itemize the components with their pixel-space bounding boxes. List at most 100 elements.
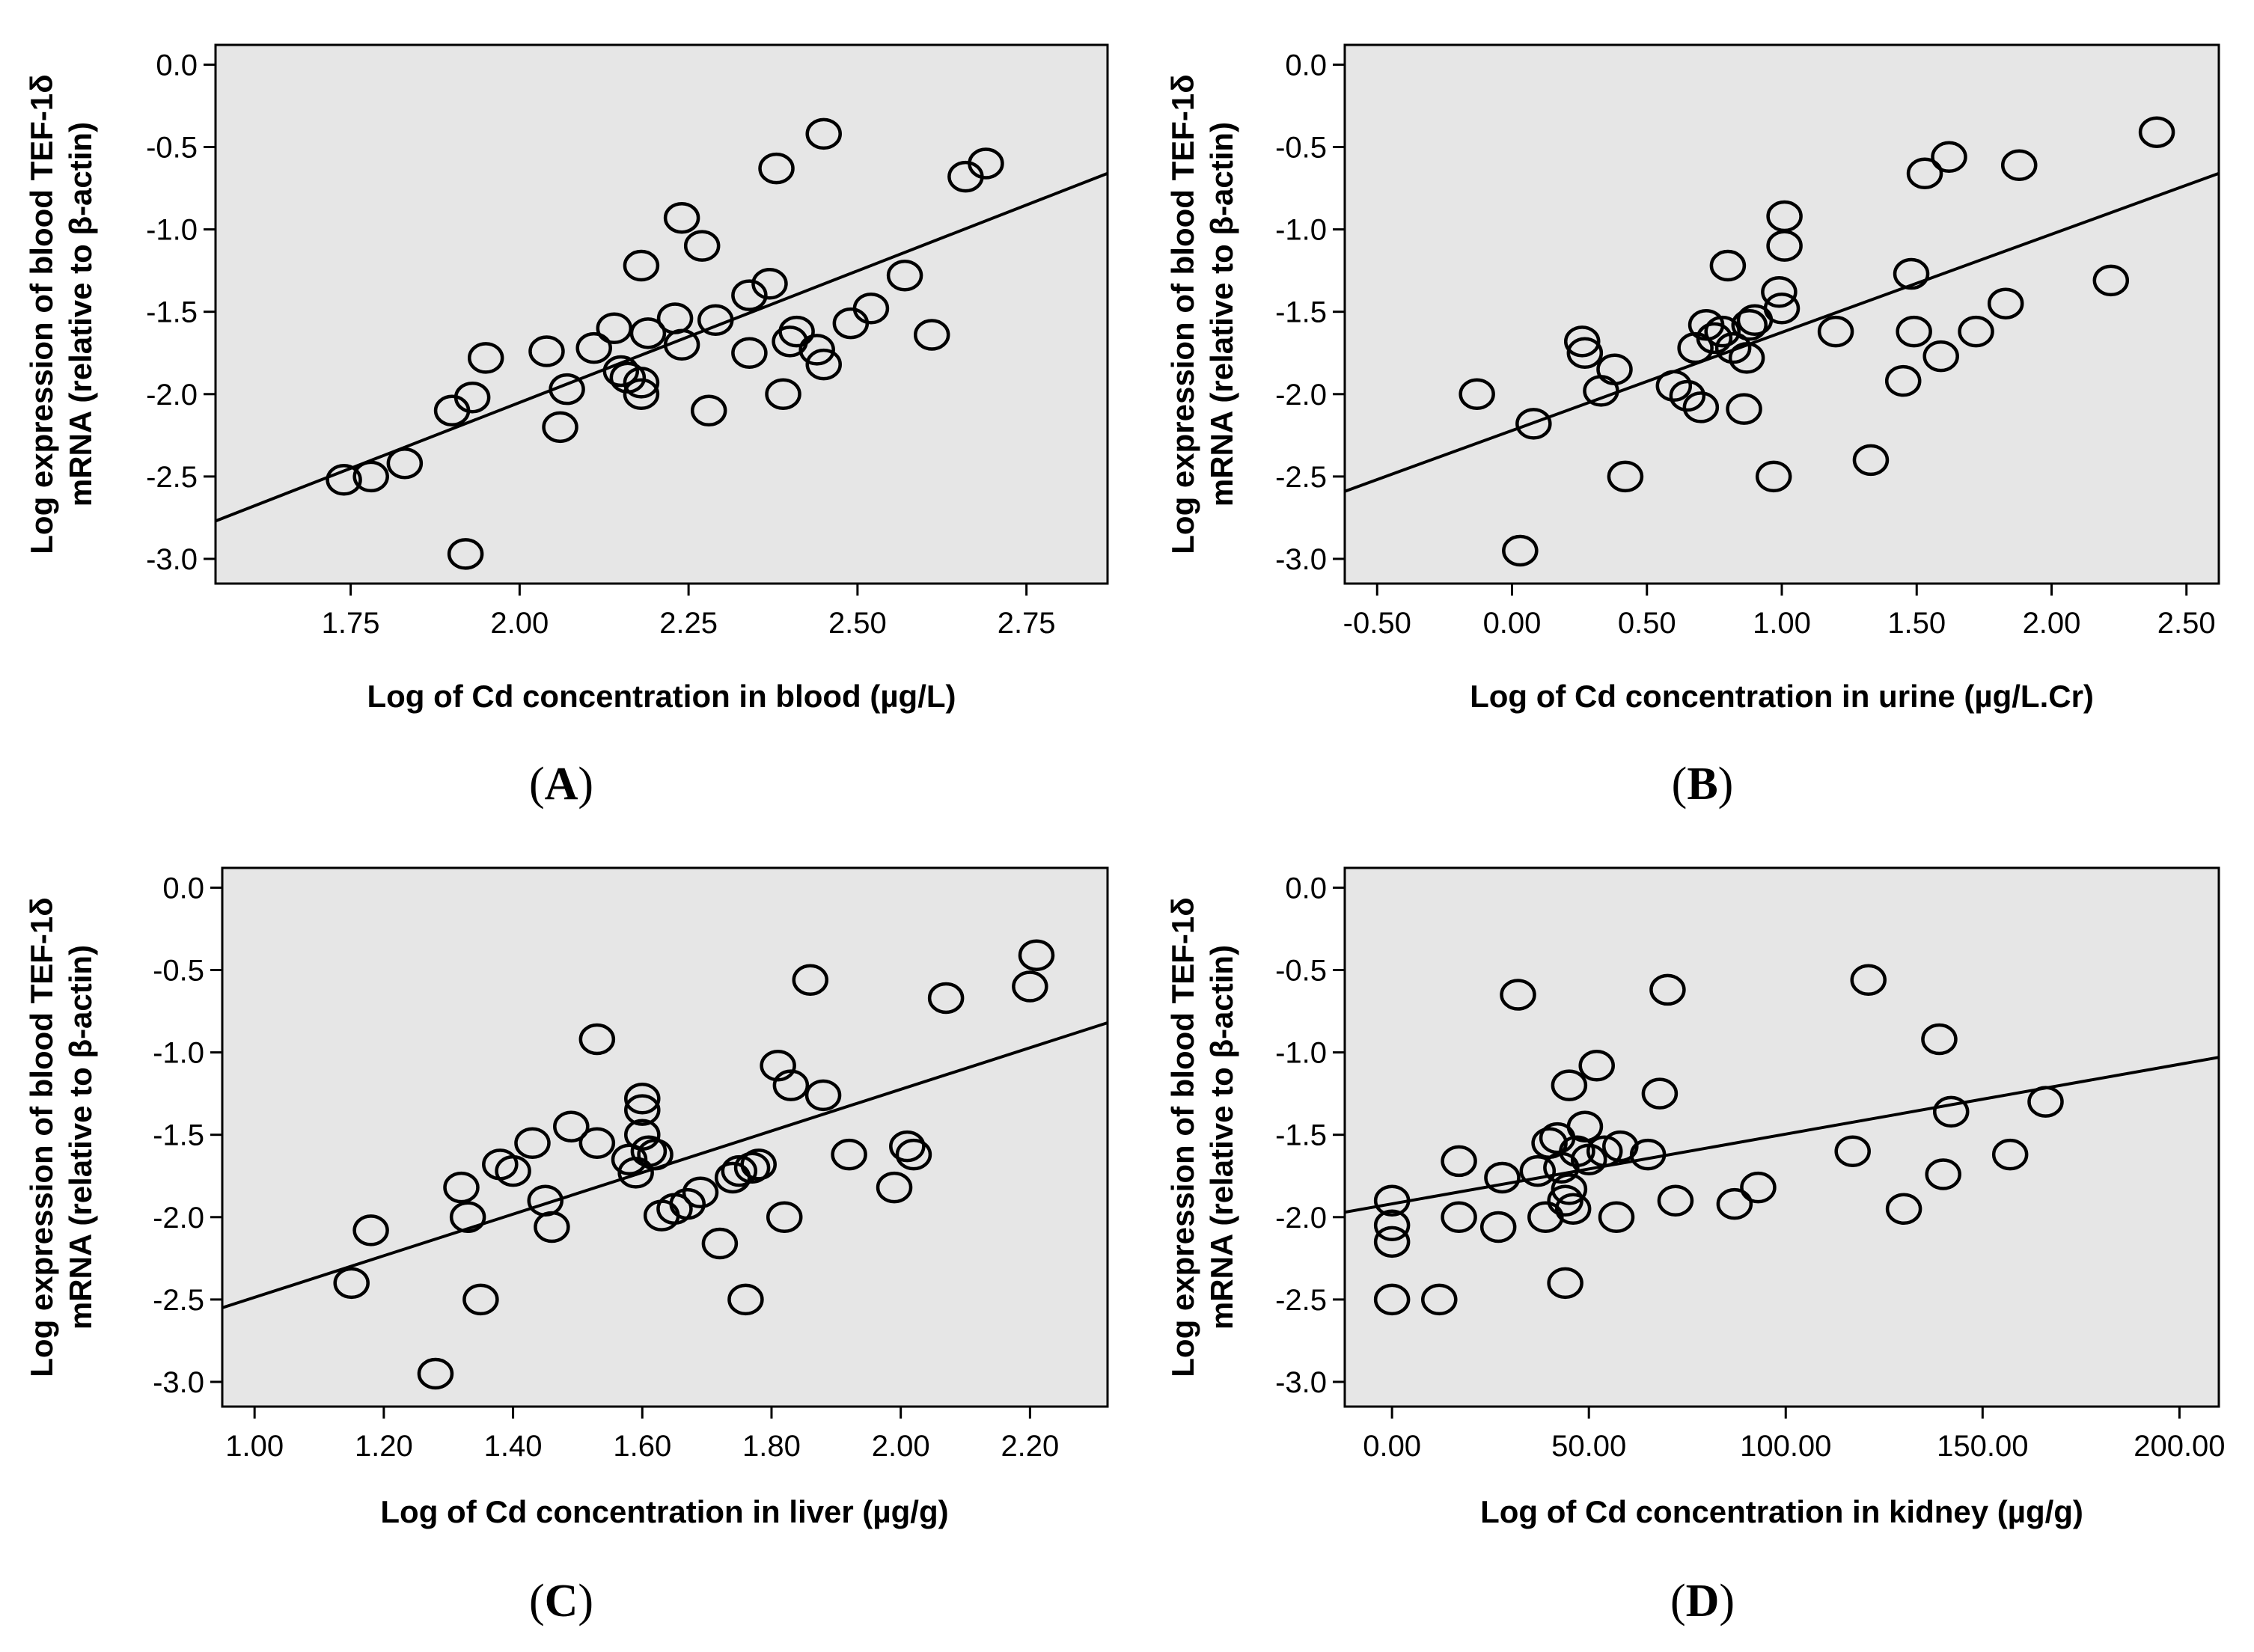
data-point (772, 1069, 810, 1101)
data-point (553, 1110, 590, 1142)
data-point (2092, 264, 2130, 297)
data-point (449, 1201, 486, 1234)
y-tick-label: -1.5 (146, 296, 198, 329)
regression-line (1344, 171, 2220, 493)
data-point (624, 1083, 661, 1115)
y-tick-label: -1.0 (153, 1037, 204, 1070)
data-point (1586, 1135, 1623, 1167)
data-point (1991, 1138, 2029, 1171)
x-tick-label: 1.75 (322, 607, 380, 640)
data-point (1502, 534, 1539, 567)
data-point (1755, 460, 1792, 493)
y-tick-label: -2.5 (1275, 461, 1327, 494)
y-axis-title: Log expression of blood TEF-1δ mRNA (rel… (1165, 74, 1239, 554)
data-point (1596, 353, 1633, 386)
data-point (1547, 1184, 1583, 1217)
data-point (623, 367, 660, 399)
plot-area (1343, 43, 2220, 585)
data-point (1669, 379, 1706, 412)
y-tick-label: -3.0 (1275, 1366, 1327, 1399)
data-point (1602, 1130, 1639, 1163)
tick-group: 0.0 -0.5 -1.0 -1.5 -2.0 -2.5 -3.0 1.00 1.20 1.40 1… (153, 872, 1059, 1463)
plot-area (214, 43, 1109, 585)
data-points (326, 117, 1004, 570)
data-point (1500, 979, 1536, 1011)
data-point (386, 447, 424, 480)
data-point (731, 279, 768, 311)
data-point (1441, 1201, 1477, 1234)
y-axis-title-line1: Log expression of blood TEF-1δ (1165, 897, 1200, 1377)
data-point (682, 1176, 719, 1209)
panel-a: 0.0 -0.5 -1.0 -1.5 -2.0 -2.5 -3.0 1.75 2.00 2.25 2… (24, 43, 1109, 810)
data-point (1958, 315, 1994, 348)
y-tick-label: -0.5 (1275, 132, 1327, 165)
data-point (2027, 1086, 2064, 1118)
data-point (1682, 391, 1720, 423)
x-tick-label: 1.80 (742, 1430, 801, 1463)
data-point (417, 1357, 454, 1390)
data-point (352, 1214, 389, 1246)
data-point (1726, 393, 1762, 425)
data-point (578, 1127, 616, 1159)
x-tick-label: 2.00 (2023, 607, 2081, 640)
data-point (1922, 340, 1959, 373)
y-tick-label: -2.5 (153, 1284, 204, 1317)
data-point (792, 964, 829, 996)
data-point (1763, 293, 1801, 325)
data-point (760, 1049, 796, 1082)
y-axis-title-line1: Log expression of blood TEF-1δ (24, 74, 59, 554)
x-tick-label: 2.00 (872, 1430, 930, 1463)
data-point (1716, 1187, 1753, 1220)
data-point (1987, 287, 2024, 319)
data-point (751, 268, 788, 300)
data-point (1850, 964, 1887, 996)
x-tick-label: 50.00 (1551, 1430, 1626, 1463)
data-point (1893, 257, 1930, 290)
y-axis-title: Log expression of blood TEF-1δ mRNA (rel… (1165, 897, 1239, 1377)
data-point (1731, 309, 1768, 341)
data-point (1766, 200, 1803, 233)
y-tick-label: -3.0 (1275, 543, 1327, 576)
data-point (596, 312, 633, 344)
y-tick-label: -3.0 (146, 543, 198, 576)
data-point (1884, 364, 1922, 397)
plot-area (1343, 866, 2220, 1408)
data-point (733, 1151, 771, 1184)
data-point (1566, 337, 1604, 369)
panel-letter: C (545, 1576, 578, 1627)
data-point (1551, 1069, 1588, 1101)
data-point (889, 1130, 926, 1163)
y-axis-title-line1: Log expression of blood TEF-1δ (24, 897, 59, 1377)
data-point (1696, 322, 1733, 355)
x-tick-label: 2.25 (659, 607, 718, 640)
x-tick-label: 2.20 (1001, 1430, 1059, 1463)
x-tick-label: 0.50 (1618, 607, 1676, 640)
plot-area (221, 866, 1109, 1408)
y-tick-label: -1.5 (153, 1119, 204, 1152)
x-tick-label: 200.00 (2134, 1430, 2225, 1463)
data-point (1373, 1226, 1411, 1258)
y-tick-label: -2.5 (1275, 1284, 1327, 1317)
y-tick-label: 0.0 (1285, 49, 1327, 82)
data-point (805, 348, 842, 381)
data-point (623, 378, 660, 411)
data-point (968, 147, 1004, 180)
data-point (1018, 939, 1055, 971)
panel-label-d: (D) (1670, 1576, 1735, 1627)
data-point (1421, 1283, 1458, 1316)
data-point (1657, 1184, 1694, 1217)
y-tick-label: -2.0 (1275, 379, 1327, 412)
data-points (333, 939, 1055, 1390)
y-tick-label: 0.0 (156, 49, 198, 82)
data-point (542, 411, 578, 444)
data-point (575, 331, 612, 364)
y-axis-title-line1: Log expression of blood TEF-1δ (1165, 74, 1200, 554)
data-point (578, 1023, 616, 1056)
y-tick-label: -1.0 (1275, 214, 1327, 247)
data-point (630, 1135, 668, 1167)
data-point (1704, 315, 1741, 348)
data-point (1641, 1077, 1679, 1110)
y-tick-label: -0.5 (146, 132, 198, 165)
data-point (528, 335, 565, 367)
data-point (453, 381, 491, 414)
